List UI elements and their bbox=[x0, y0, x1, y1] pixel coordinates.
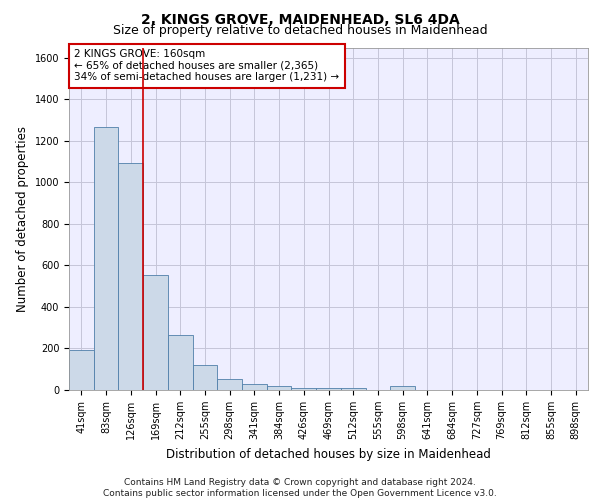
Bar bbox=[69, 350, 94, 390]
Bar bbox=[390, 386, 415, 390]
Bar bbox=[168, 335, 193, 390]
Bar bbox=[193, 365, 217, 390]
Bar bbox=[118, 162, 143, 390]
Bar bbox=[292, 388, 316, 390]
Text: Contains HM Land Registry data © Crown copyright and database right 2024.
Contai: Contains HM Land Registry data © Crown c… bbox=[103, 478, 497, 498]
Bar bbox=[94, 128, 118, 390]
Bar bbox=[316, 388, 341, 390]
Bar bbox=[242, 384, 267, 390]
Text: 2, KINGS GROVE, MAIDENHEAD, SL6 4DA: 2, KINGS GROVE, MAIDENHEAD, SL6 4DA bbox=[140, 12, 460, 26]
X-axis label: Distribution of detached houses by size in Maidenhead: Distribution of detached houses by size … bbox=[166, 448, 491, 460]
Y-axis label: Number of detached properties: Number of detached properties bbox=[16, 126, 29, 312]
Bar bbox=[217, 378, 242, 390]
Text: 2 KINGS GROVE: 160sqm
← 65% of detached houses are smaller (2,365)
34% of semi-d: 2 KINGS GROVE: 160sqm ← 65% of detached … bbox=[74, 49, 340, 82]
Bar bbox=[143, 275, 168, 390]
Bar bbox=[267, 386, 292, 390]
Bar bbox=[341, 388, 365, 390]
Text: Size of property relative to detached houses in Maidenhead: Size of property relative to detached ho… bbox=[113, 24, 487, 37]
